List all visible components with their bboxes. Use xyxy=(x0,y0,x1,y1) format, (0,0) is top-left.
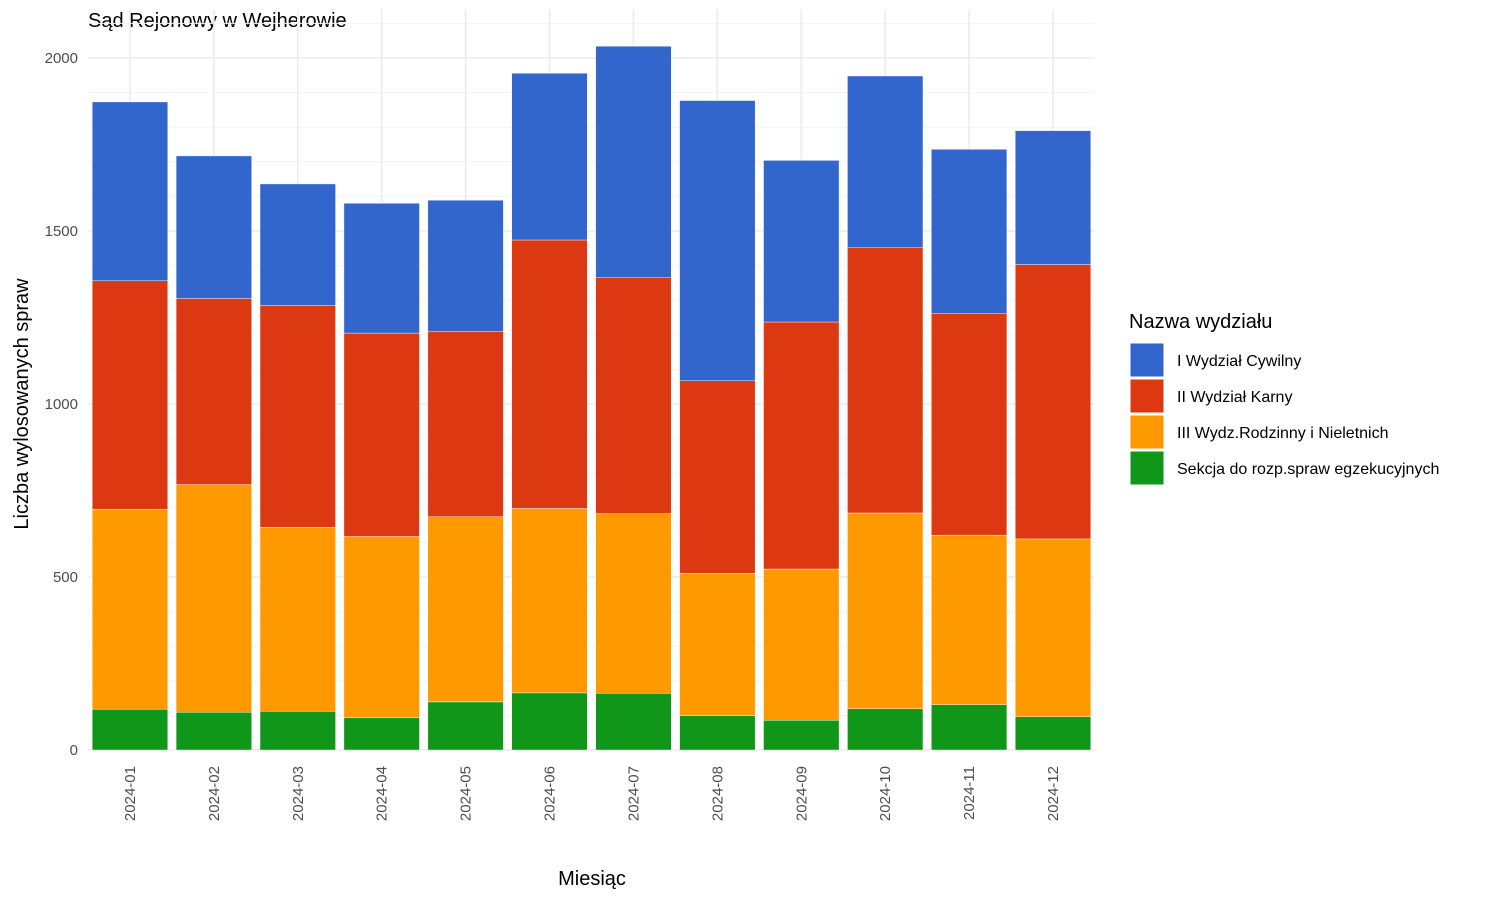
bar-segment xyxy=(175,712,252,751)
bar-segment xyxy=(679,100,756,382)
bar-segment xyxy=(343,717,420,751)
x-tick-label: 2024-10 xyxy=(877,766,894,821)
bar-segment xyxy=(259,183,336,306)
bar-segment xyxy=(595,277,672,514)
bar-segment xyxy=(91,508,168,710)
bar-segment xyxy=(1015,716,1092,751)
x-tick-label: 2024-04 xyxy=(374,766,391,821)
bar-segment xyxy=(931,149,1008,314)
bar-segment xyxy=(595,693,672,751)
legend-label: I Wydział Cywilny xyxy=(1177,353,1301,370)
x-tick-label: 2024-08 xyxy=(709,766,726,821)
y-tick-label: 0 xyxy=(70,742,78,759)
bar-segment xyxy=(511,692,588,751)
bar-segment xyxy=(931,704,1008,751)
y-axis-title: Liczba wylosowanych spraw xyxy=(11,278,33,530)
legend-swatch xyxy=(1129,378,1165,414)
bar-segment xyxy=(91,101,168,282)
chart-title: Sąd Rejonowy w Wejherowie xyxy=(88,10,347,32)
bar-segment xyxy=(763,160,840,323)
bar-segment xyxy=(259,305,336,528)
x-axis-title: Miesiąc xyxy=(558,868,626,890)
bar-segment xyxy=(511,508,588,694)
bar-segment xyxy=(1015,264,1092,540)
bar-segment xyxy=(595,513,672,694)
bar-segment xyxy=(679,572,756,716)
bar-segment xyxy=(763,568,840,721)
bar-segment xyxy=(427,331,504,517)
x-tick-label: 2024-11 xyxy=(961,766,978,820)
y-axis-ticks: 0 500 1000 1500 2000 xyxy=(45,50,78,759)
bar-segment xyxy=(427,701,504,751)
bar-segment xyxy=(763,321,840,570)
bar-segment xyxy=(259,526,336,712)
bar-segment xyxy=(847,75,924,248)
legend-swatch xyxy=(1129,342,1165,378)
bar-segment xyxy=(847,247,924,514)
bar-segment xyxy=(511,239,588,509)
bar-segment xyxy=(343,536,420,719)
x-tick-label: 2024-06 xyxy=(542,766,559,821)
bar-segment xyxy=(763,720,840,751)
x-tick-label: 2024-01 xyxy=(122,766,139,821)
bar-segment xyxy=(595,46,672,278)
bar-segment xyxy=(343,332,420,537)
x-tick-label: 2024-07 xyxy=(625,766,642,821)
legend: Nazwa wydziału I Wydział Cywilny II Wydzi… xyxy=(1129,311,1439,486)
x-axis-ticks: 2024-01 2024-02 2024-03 2024-04 2024-05 2024-… xyxy=(122,766,1062,821)
x-tick-label: 2024-05 xyxy=(458,766,475,821)
bar-segment xyxy=(91,280,168,510)
legend-swatch xyxy=(1129,450,1165,486)
x-tick-label: 2024-09 xyxy=(793,766,810,821)
bar-segment xyxy=(427,516,504,703)
bar-segment xyxy=(91,708,168,751)
bar-segment xyxy=(175,484,252,713)
x-tick-label: 2024-02 xyxy=(206,766,223,821)
bar-segment xyxy=(1015,538,1092,717)
bar-segment xyxy=(343,203,420,334)
bar-segment xyxy=(679,380,756,574)
legend-label: III Wydz.Rodzinny i Nieletnich xyxy=(1177,425,1389,442)
bar-segment xyxy=(847,512,924,710)
x-tick-label: 2024-03 xyxy=(290,766,307,821)
bar-segment xyxy=(259,711,336,751)
x-tick-label: 2024-12 xyxy=(1045,766,1062,821)
legend-label: II Wydział Karny xyxy=(1177,389,1292,406)
bar-segment xyxy=(427,200,504,332)
y-tick-label: 1500 xyxy=(45,223,78,240)
y-tick-label: 500 xyxy=(53,569,78,586)
bar-segment xyxy=(847,708,924,751)
bar-segment xyxy=(679,715,756,751)
legend-label: Sekcja do rozp.spraw egzekucyjnych xyxy=(1177,461,1439,478)
bar-segment xyxy=(1015,130,1092,265)
y-tick-label: 2000 xyxy=(45,50,78,67)
bar-segment xyxy=(175,155,252,299)
legend-swatch xyxy=(1129,414,1165,450)
bar-segment xyxy=(511,73,588,241)
y-tick-label: 1000 xyxy=(45,396,78,413)
bars xyxy=(91,46,1092,751)
bar-segment xyxy=(175,298,252,485)
legend-title: Nazwa wydziału xyxy=(1129,311,1272,333)
bar-segment xyxy=(931,313,1008,536)
bar-segment xyxy=(931,534,1008,705)
